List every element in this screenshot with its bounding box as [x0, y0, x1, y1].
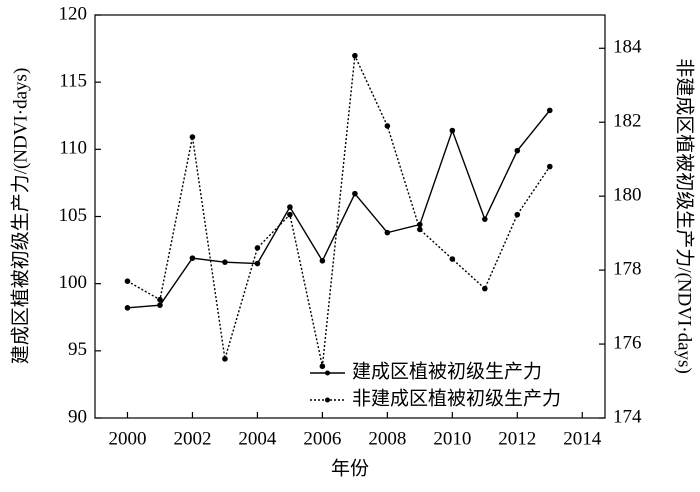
point [417, 226, 423, 233]
point [222, 356, 228, 362]
point [124, 278, 131, 285]
y-axis-label: 建成区植被初级生产力/(NDVI·days) [9, 68, 31, 365]
point [449, 127, 456, 134]
point [514, 211, 521, 218]
y-tick-label: 110 [59, 138, 87, 159]
series-line [127, 53, 551, 367]
point [319, 363, 326, 370]
point [449, 256, 456, 262]
point [189, 255, 196, 261]
point [482, 285, 488, 292]
y2-tick-label: 184 [613, 37, 642, 58]
point [546, 163, 553, 170]
x-tick-label: 2006 [303, 428, 341, 449]
point [352, 52, 358, 59]
point [352, 190, 358, 197]
x-tick-label: 2002 [173, 428, 211, 449]
point [384, 123, 391, 129]
y2-tick-label: 180 [613, 185, 642, 206]
x-tick-label: 2012 [498, 428, 536, 449]
x-axis-label: 年份 [331, 457, 369, 479]
y-tick-label: 115 [59, 71, 87, 92]
legend-marker [325, 397, 330, 403]
point [287, 204, 293, 210]
point [514, 147, 521, 154]
plot-frame [94, 14, 606, 419]
y-tick-label: 100 [59, 272, 88, 293]
y-tick-label: 95 [68, 339, 87, 360]
x-tick-label: 2004 [238, 428, 277, 449]
y2-tick-label: 182 [613, 111, 642, 132]
point [287, 211, 293, 218]
legend-label: 建成区植被初级生产力 [352, 360, 542, 382]
x-tick-label: 2000 [108, 428, 146, 449]
x-tick-label: 2008 [368, 428, 406, 449]
y2-tick-label: 174 [613, 406, 642, 427]
x-tick-label: 2010 [433, 428, 471, 449]
point [222, 259, 228, 265]
point [157, 302, 163, 308]
point [124, 305, 131, 311]
point [319, 258, 326, 264]
point [254, 260, 261, 267]
point [482, 216, 488, 222]
point [254, 245, 261, 251]
point [546, 107, 553, 114]
point [189, 134, 196, 140]
y-tick-label: 120 [59, 3, 88, 24]
y-tick-label: 105 [59, 205, 88, 226]
y2-tick-label: 178 [613, 258, 642, 279]
point [157, 296, 163, 303]
legend-marker [325, 370, 330, 376]
y2-axis-label: 非建成区植被初级生产力/(NDVI·days) [674, 58, 696, 374]
series-line [127, 109, 551, 309]
y2-tick-label: 176 [613, 332, 642, 353]
y-tick-label: 90 [68, 406, 87, 427]
point [384, 229, 391, 236]
x-tick-label: 2014 [563, 428, 602, 449]
legend-label: 非建成区植被初级生产力 [352, 387, 561, 409]
